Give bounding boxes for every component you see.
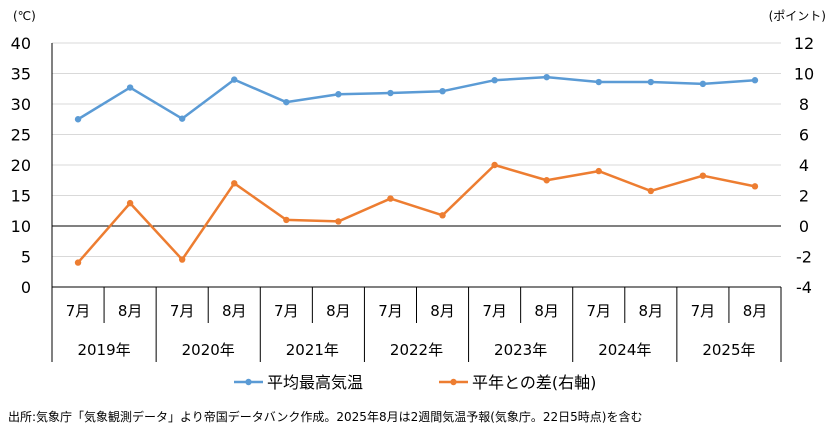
legend: 平均最高気温 平年との差(右軸) — [234, 373, 596, 392]
left-tick-label: 15 — [11, 187, 31, 206]
data-point — [491, 161, 498, 169]
data-point — [595, 167, 602, 175]
data-point — [699, 80, 707, 88]
data-point — [699, 172, 707, 179]
data-point — [178, 115, 186, 122]
data-point — [595, 78, 602, 86]
data-point — [543, 177, 550, 184]
data-point — [283, 98, 290, 106]
data-point — [439, 87, 446, 95]
plot-area — [74, 73, 759, 266]
month-label: 7月 — [274, 302, 299, 320]
left-tick-label: 35 — [11, 65, 31, 84]
right-tick-label: 6 — [799, 126, 809, 145]
data-point — [387, 89, 394, 97]
left-tick-label: 40 — [11, 34, 31, 53]
year-label: 2019年 — [77, 341, 130, 359]
right-tick-label: 2 — [799, 187, 809, 206]
legend-marker — [245, 378, 252, 386]
right-tick-label: 10 — [794, 65, 814, 84]
right-tick-label: 8 — [799, 95, 809, 114]
data-point — [751, 183, 759, 190]
year-label: 2023年 — [494, 341, 547, 359]
month-label: 8月 — [326, 302, 351, 320]
month-label: 8月 — [534, 302, 559, 320]
right-axis: -4 -2 0 2 4 6 8 10 12 — [780, 34, 814, 362]
data-point — [231, 76, 238, 83]
month-label: 8月 — [222, 302, 247, 320]
legend-label: 平年との差(右軸) — [472, 373, 596, 392]
year-label: 2025年 — [702, 341, 755, 359]
data-point — [126, 84, 134, 91]
data-point — [283, 216, 290, 224]
legend-marker — [450, 378, 457, 386]
data-point — [439, 212, 446, 219]
left-tick-label: 5 — [21, 248, 31, 267]
month-label: 8月 — [639, 302, 664, 320]
right-tick-label: -4 — [796, 278, 812, 297]
month-label: 7月 — [691, 302, 716, 320]
data-point — [231, 180, 238, 187]
month-label: 8月 — [118, 302, 143, 320]
data-point — [751, 77, 759, 84]
right-axis-unit: (ポイント) — [769, 9, 826, 23]
data-point — [335, 91, 342, 98]
left-tick-label: 25 — [11, 126, 31, 145]
source-note: 出所:気象庁「気象観測データ」より帝国データバンク作成。2025年8月は2週間気… — [8, 409, 642, 424]
month-label: 7月 — [482, 302, 507, 320]
left-tick-label: 0 — [21, 278, 31, 297]
series-line-1 — [77, 75, 756, 121]
left-tick-label: 10 — [11, 217, 31, 236]
legend-label: 平均最高気温 — [267, 373, 363, 392]
year-label: 2021年 — [286, 341, 339, 359]
gridlines — [52, 42, 781, 257]
data-point — [178, 256, 186, 263]
right-tick-label: -2 — [796, 248, 812, 267]
year-label: 2020年 — [182, 341, 235, 359]
data-point — [647, 78, 655, 86]
month-label: 7月 — [378, 302, 403, 320]
year-label: 2024年 — [598, 341, 651, 359]
right-tick-label: 0 — [799, 217, 809, 236]
left-tick-label: 20 — [11, 156, 31, 175]
category-axis: 7月 8月 7月 8月 7月 8月 7月 8月 7月 8月 7月 8月 7月 8月 2019年 2020年 20… — [51, 287, 782, 362]
month-label: 7月 — [586, 302, 611, 320]
data-point — [126, 199, 134, 207]
left-axis-unit: (℃) — [13, 9, 36, 23]
data-point — [335, 218, 342, 225]
data-point — [543, 73, 550, 81]
data-point — [74, 259, 82, 266]
year-label: 2022年 — [390, 341, 443, 359]
right-tick-label: 12 — [794, 34, 814, 53]
month-label: 7月 — [170, 302, 195, 320]
series-line-2 — [77, 163, 756, 264]
data-point — [387, 195, 394, 202]
month-label: 8月 — [743, 302, 768, 320]
month-label: 8月 — [430, 302, 455, 320]
data-point — [74, 116, 82, 123]
right-tick-label: 4 — [799, 156, 809, 175]
month-label: 7月 — [66, 302, 91, 320]
data-point — [491, 77, 498, 84]
left-tick-label: 30 — [11, 95, 31, 114]
data-point — [647, 187, 655, 195]
